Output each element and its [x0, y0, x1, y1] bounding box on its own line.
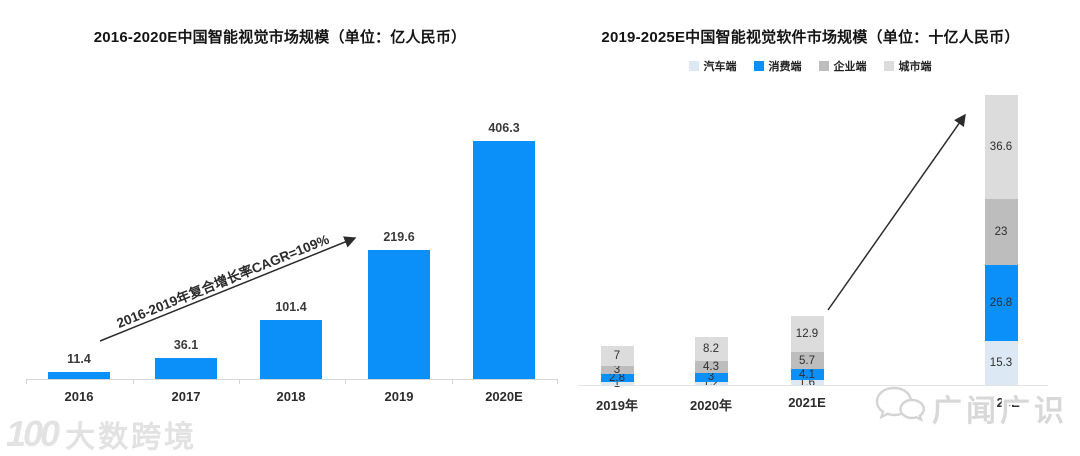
stack-segment-label: 12.9: [795, 328, 819, 341]
stack-segment-2019年-s2: [600, 365, 634, 375]
brand-logo-icon: 100: [6, 413, 60, 454]
right-x-axis: [578, 385, 1048, 386]
legend-swatch: [753, 61, 764, 71]
stack-segment-2025E-s0: [984, 341, 1018, 385]
stack-segment-2020年-s3: [694, 337, 728, 361]
legend-label: 城市端: [898, 61, 932, 73]
left-axis-tick: [132, 379, 134, 384]
stack-segment-label: 8.2: [703, 343, 719, 356]
stack-segment-2021E-s2: [790, 352, 824, 369]
left-bar-2016: [48, 372, 110, 379]
left-bar-2017: [155, 357, 217, 379]
left-x-label-2016: 2016: [64, 389, 94, 404]
stack-segment-label: 3: [707, 371, 715, 384]
wechat-icon: [874, 384, 926, 431]
left-bar-value: 101.4: [275, 299, 307, 314]
watermark-bottom-left: 100 大数跨境: [6, 412, 197, 456]
legend-swatch: [883, 61, 894, 71]
watermark-right-text: 广闻广识: [932, 394, 1068, 428]
stack-segment-label: 4.3: [703, 360, 719, 373]
stack-segment-2025E-s2: [984, 199, 1018, 265]
left-bar-value: 219.6: [383, 230, 415, 245]
stack-segment-2019年-s3: [600, 345, 634, 366]
right-x-label-2025E: 2025E: [982, 395, 1020, 410]
right-chart-title: 2019-2025E中国智能视觉软件市场规模（单位：十亿人民币）: [601, 29, 1020, 46]
legend-swatch: [688, 61, 699, 71]
stack-segment-2020年-s2: [694, 360, 728, 373]
legend-label: 企业端: [833, 61, 867, 73]
stack-segment-label: 1: [613, 377, 621, 390]
right-x-label-2020年: 2020年: [690, 398, 732, 413]
stack-segment-2019年-s1: [600, 374, 634, 383]
left-bar-value: 11.4: [67, 352, 91, 367]
stack-segment-2020年-s1: [694, 373, 728, 382]
left-x-label-2020E: 2020E: [485, 389, 523, 404]
stack-segment-label: 7: [613, 349, 621, 362]
legend-item-城市端: 城市端: [883, 58, 932, 74]
left-axis-tick: [557, 379, 558, 384]
stack-segment-2021E-s1: [790, 368, 824, 381]
legend-swatch: [818, 61, 829, 71]
left-chart-title: 2016-2020E中国智能视觉市场规模（单位：亿人民币）: [93, 29, 467, 46]
stack-segment-label: 5.7: [799, 354, 815, 367]
stack-segment-label: 3: [613, 363, 621, 376]
stack-segment-label: 2.8: [609, 372, 625, 385]
stack-segment-2021E-s3: [790, 315, 824, 353]
stack-segment-2021E-s0: [790, 380, 824, 385]
left-bar-2020E: [473, 141, 535, 379]
right-x-label-2019年: 2019年: [596, 398, 638, 413]
stack-segment-2020年-s0: [694, 381, 728, 385]
legend-label: 消费端: [768, 61, 802, 73]
left-bar-2018: [260, 319, 322, 379]
left-bar-value: 406.3: [488, 121, 520, 135]
left-x-label-2019: 2019: [384, 389, 414, 404]
left-x-axis: [26, 379, 557, 380]
left-axis-tick: [238, 379, 240, 384]
stack-segment-2025E-s3: [984, 94, 1018, 200]
watermark-left-text: 大数跨境: [65, 421, 198, 454]
stack-segment-label: 15.3: [989, 357, 1013, 370]
stack-segment-label: 4.1: [799, 368, 815, 381]
legend-item-企业端: 企业端: [818, 58, 867, 74]
left-axis-tick: [451, 379, 453, 384]
legend-item-汽车端: 汽车端: [688, 58, 737, 74]
stack-segment-label: 26.8: [989, 297, 1013, 310]
left-bar-2019: [368, 250, 430, 379]
stack-segment-label: 23: [994, 226, 1008, 239]
stack-segment-2019年-s0: [600, 382, 634, 385]
right-chart-legend: 汽车端 消费端 企业端 城市端: [560, 58, 1060, 74]
watermark-bottom-right: 广闻广识: [874, 384, 1068, 431]
growth-arrow: [827, 113, 966, 311]
stack-segment-label: 36.6: [989, 141, 1013, 154]
legend-label: 汽车端: [703, 61, 737, 73]
stack-segment-2025E-s1: [984, 264, 1018, 342]
right-x-label-2021E: 2021E: [788, 395, 826, 410]
left-x-label-2017: 2017: [171, 389, 201, 404]
left-axis-tick: [26, 379, 27, 384]
legend-item-消费端: 消费端: [753, 58, 802, 74]
left-bar-value: 36.1: [173, 337, 199, 352]
left-axis-tick: [345, 379, 346, 384]
left-x-label-2018: 2018: [276, 389, 306, 404]
